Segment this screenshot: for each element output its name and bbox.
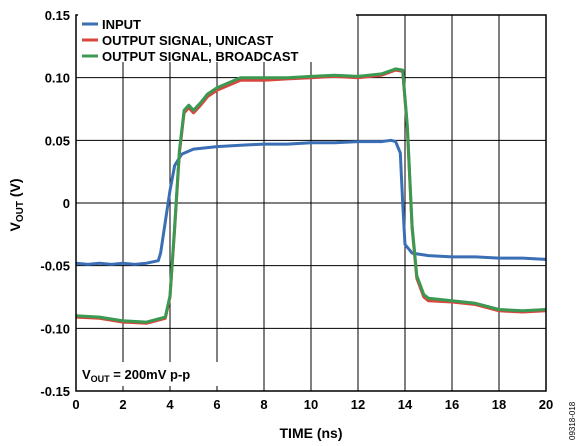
x-tick-label: 18: [492, 397, 506, 412]
annotation-subscript: OUT: [91, 374, 111, 384]
x-tick-label: 4: [166, 397, 174, 412]
y-axis-title-subscript: OUT: [15, 201, 26, 222]
y-tick-labels: 0.15 0.10 0.05 0 -0.05 -0.10 -0.15: [40, 8, 70, 399]
y-tick-label: 0.10: [45, 71, 70, 86]
y-tick-label: -0.10: [40, 321, 70, 336]
annotation-box: VOUT = 200mV p-p: [78, 362, 244, 386]
x-tick-label: 14: [398, 397, 413, 412]
x-tick-label: 10: [304, 397, 318, 412]
y-axis-title: VOUT (V): [7, 178, 26, 231]
x-tick-label: 12: [351, 397, 365, 412]
y-tick-label: -0.05: [40, 259, 70, 274]
legend-label-input: INPUT: [102, 17, 141, 32]
x-axis-title: TIME (ns): [280, 425, 343, 441]
annotation-background: [78, 362, 244, 386]
y-tick-label: 0.05: [45, 133, 70, 148]
legend: INPUT OUTPUT SIGNAL, UNICAST OUTPUT SIGN…: [78, 12, 356, 64]
series-layer: [75, 67, 547, 325]
series-line-input: [75, 138, 547, 266]
x-tick-labels: 0 2 4 6 8 10 12 14 16 18 20: [72, 397, 553, 412]
figure-id: 09318-018: [568, 401, 577, 440]
x-tick-label: 0: [72, 397, 79, 412]
x-tick-label: 2: [119, 397, 126, 412]
x-tick-label: 20: [539, 397, 553, 412]
legend-background: [78, 12, 356, 62]
series-line-broadcast: [75, 67, 547, 324]
y-tick-label: 0: [63, 196, 70, 211]
x-tick-label: 8: [260, 397, 267, 412]
annotation-text: VOUT = 200mV p-p: [82, 367, 190, 384]
legend-label-broadcast: OUTPUT SIGNAL, BROADCAST: [102, 49, 299, 64]
y-tick-label: -0.15: [40, 384, 70, 399]
legend-label-unicast: OUTPUT SIGNAL, UNICAST: [102, 33, 273, 48]
y-tick-label: 0.15: [45, 8, 70, 23]
grid: [76, 15, 546, 391]
x-tick-label: 16: [445, 397, 459, 412]
x-tick-label: 6: [213, 397, 220, 412]
